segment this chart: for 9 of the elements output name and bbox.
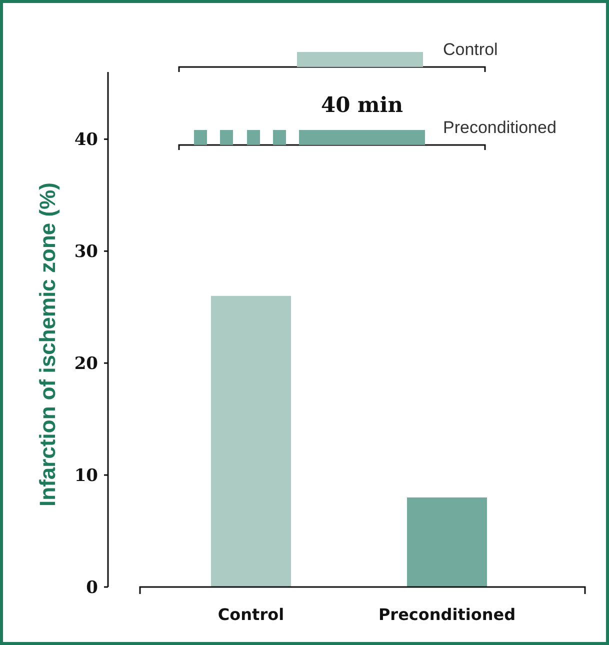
y-axis-title: Infarction of ischemic zone (%) bbox=[35, 182, 60, 506]
annotation: 40 min bbox=[320, 92, 404, 117]
y-tick-label: 10 bbox=[74, 466, 98, 486]
annotation: Preconditioned bbox=[443, 118, 556, 137]
y-tick-label: 30 bbox=[74, 242, 98, 262]
text: Control bbox=[443, 40, 498, 59]
y-tick-label: 40 bbox=[74, 130, 98, 150]
y-tick-label: 20 bbox=[74, 354, 98, 374]
y-tick-label: 0 bbox=[86, 578, 98, 598]
